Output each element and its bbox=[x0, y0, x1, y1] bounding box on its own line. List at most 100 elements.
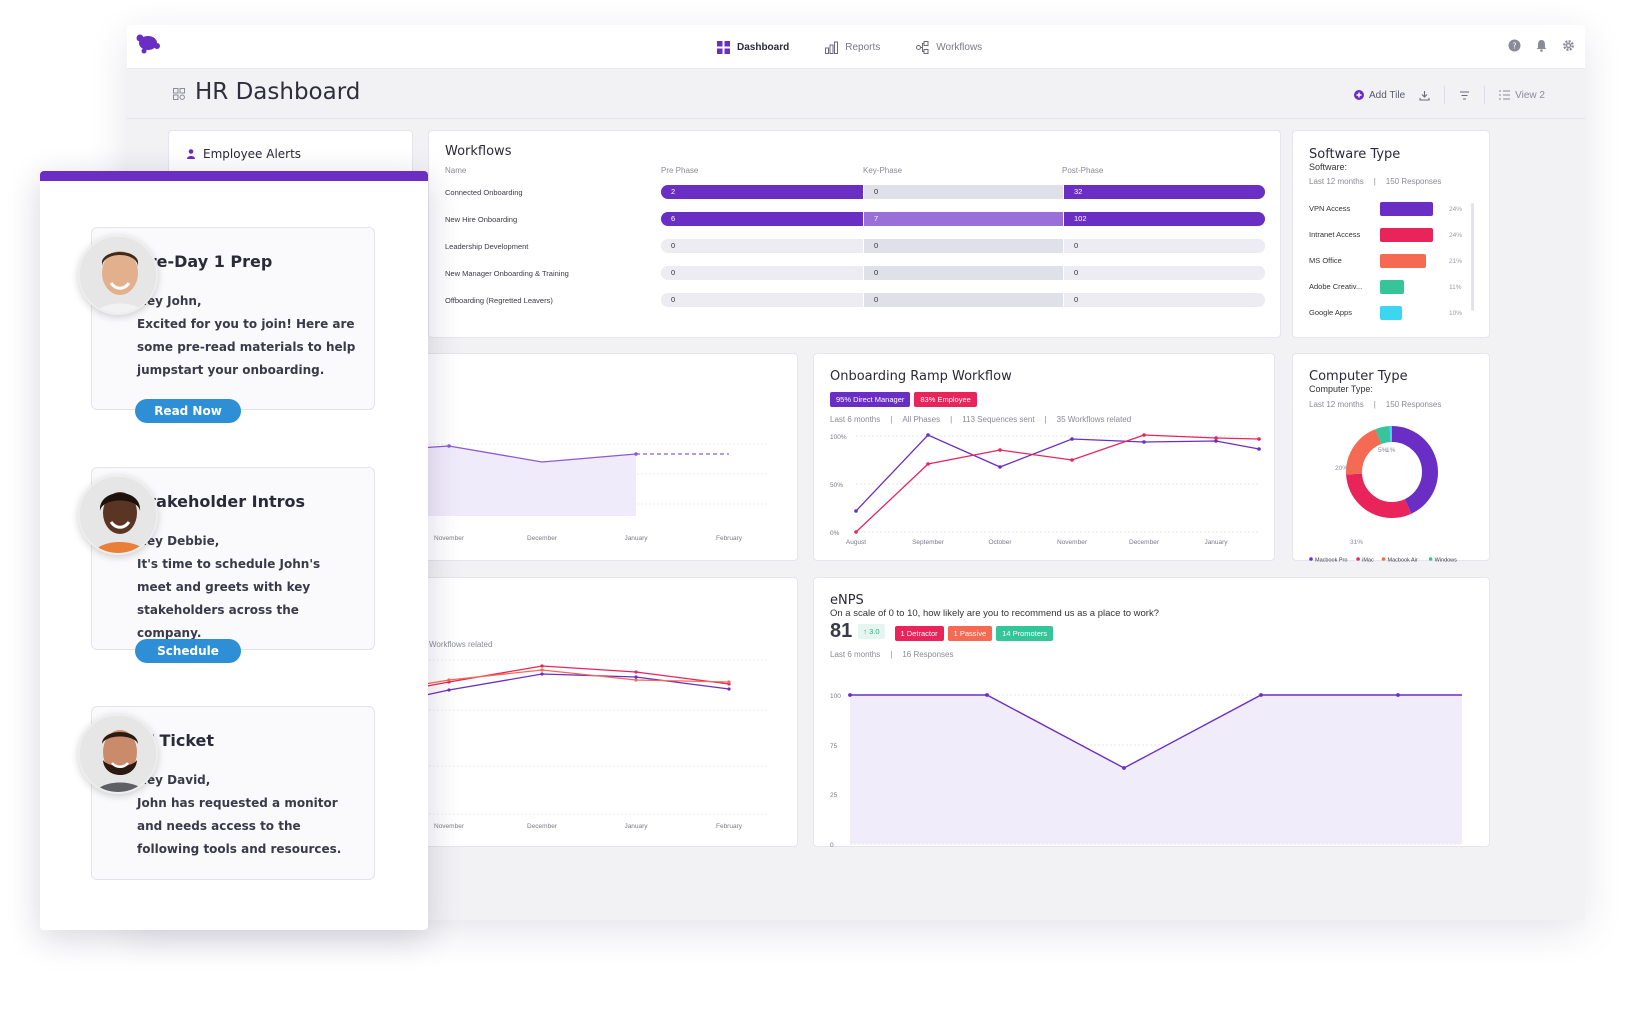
schedule-button[interactable]: Schedule bbox=[135, 639, 241, 663]
bell-icon[interactable] bbox=[1535, 39, 1548, 52]
software-bar bbox=[1380, 306, 1402, 320]
workflow-icon bbox=[916, 40, 929, 54]
hidden-chart-2-meta: Workflows related bbox=[429, 640, 493, 649]
pre-phase-value: 2 bbox=[661, 185, 863, 199]
workflow-name: New Manager Onboarding & Training bbox=[445, 269, 569, 278]
workflow-row[interactable]: New Manager Onboarding & Training 0 0 0 bbox=[445, 266, 1281, 282]
scrollbar[interactable] bbox=[1471, 203, 1474, 311]
x-tick-label: December bbox=[527, 823, 558, 830]
data-point bbox=[926, 433, 930, 437]
filter-icon[interactable] bbox=[1459, 90, 1470, 101]
software-row: MS Office 21% bbox=[1309, 254, 1469, 270]
page-header: HR Dashboard Add Tile View 2 bbox=[127, 69, 1585, 119]
workflow-name: New Hire Onboarding bbox=[445, 215, 518, 224]
help-icon[interactable]: ? bbox=[1508, 39, 1521, 52]
download-icon[interactable] bbox=[1419, 90, 1430, 101]
data-point bbox=[1070, 458, 1074, 462]
workflow-row[interactable]: Connected Onboarding 2 0 32 bbox=[445, 185, 1281, 201]
software-row: Adobe Creativ... 11% bbox=[1309, 280, 1469, 296]
data-point bbox=[540, 664, 544, 668]
series-line-3 bbox=[389, 669, 730, 691]
view-selector[interactable]: View 2 bbox=[1499, 90, 1545, 101]
ramp-meta: Last 6 months | All Phases | 113 Sequences s… bbox=[830, 415, 1131, 424]
data-point bbox=[1122, 766, 1126, 770]
data-point bbox=[447, 688, 451, 692]
svg-text:?: ? bbox=[1512, 42, 1516, 51]
read-now-button[interactable]: Read Now bbox=[135, 399, 241, 423]
post-phase-value: 0 bbox=[1063, 293, 1265, 307]
workflow-row[interactable]: Offboarding (Regretted Leavers) 0 0 0 bbox=[445, 293, 1281, 309]
task-card-stakeholder-intros: Stakeholder Intros Hey Debbie, It's time… bbox=[78, 467, 375, 663]
computer-responses: 150 Responses bbox=[1385, 400, 1442, 409]
x-tick-label: August bbox=[846, 539, 866, 546]
nav-workflows[interactable]: Workflows bbox=[916, 40, 982, 54]
x-tick-label: September bbox=[912, 539, 945, 546]
y-tick-label: 0 bbox=[830, 842, 834, 848]
data-point bbox=[848, 693, 852, 697]
computer-type-title: Computer Type bbox=[1309, 369, 1408, 384]
workflow-row[interactable]: New Hire Onboarding 6 7 102 bbox=[445, 212, 1281, 228]
y-tick-label: 100 bbox=[830, 693, 841, 700]
divider: | bbox=[1044, 415, 1047, 424]
divider: | bbox=[890, 650, 893, 659]
list-icon bbox=[1499, 90, 1511, 100]
badge: 1 Passive bbox=[947, 625, 993, 641]
nav-dashboard[interactable]: Dashboard bbox=[717, 40, 790, 54]
y-tick-label: 0% bbox=[830, 530, 840, 537]
workflows-title: Workflows bbox=[445, 144, 512, 159]
data-point bbox=[540, 668, 544, 672]
x-tick-label: November bbox=[434, 535, 465, 542]
series-line-2 bbox=[389, 665, 730, 694]
data-point bbox=[634, 670, 638, 674]
hidden-chart-1: November December January February bbox=[389, 443, 769, 542]
dashboard-icon bbox=[173, 88, 185, 100]
task-title: Stakeholder Intros bbox=[137, 492, 306, 511]
view-label: View 2 bbox=[1515, 89, 1545, 101]
software-row: Google Apps 10% bbox=[1309, 306, 1469, 322]
nav-reports[interactable]: Reports bbox=[825, 41, 880, 54]
data-point bbox=[1214, 436, 1218, 440]
enps-question: On a scale of 0 to 10, how likely are yo… bbox=[830, 608, 1159, 619]
data-point bbox=[1259, 693, 1263, 697]
computer-type-subtitle: Computer Type: bbox=[1309, 384, 1373, 394]
column-header-pre-phase: Pre Phase bbox=[661, 166, 699, 175]
workflows-card: Workflows Name Pre Phase Key-Phase Post-… bbox=[428, 130, 1281, 338]
x-tick-label: January bbox=[624, 535, 648, 542]
task-text: Hey Debbie, It's time to schedule John's… bbox=[137, 534, 321, 640]
hidden-chart-card-2: Workflows related November December Januar… bbox=[388, 577, 798, 847]
x-tick-label: November bbox=[1057, 539, 1088, 546]
bar-chart-icon bbox=[825, 41, 839, 54]
data-point bbox=[634, 675, 638, 679]
gear-icon[interactable] bbox=[1562, 39, 1575, 52]
task-card-it-ticket: IT Ticket Hey David, John has requested … bbox=[78, 706, 375, 880]
data-point bbox=[854, 530, 858, 534]
software-name: Google Apps bbox=[1309, 308, 1352, 317]
software-type-card: Software Type Software: Last 12 months |… bbox=[1292, 130, 1490, 338]
workflow-row[interactable]: Leadership Development 0 0 0 bbox=[445, 239, 1281, 255]
add-tile-button[interactable]: Add Tile bbox=[1354, 90, 1405, 101]
pre-phase-value: 0 bbox=[661, 239, 863, 253]
data-point bbox=[540, 672, 544, 676]
software-pct: 10% bbox=[1449, 310, 1463, 317]
x-tick-label: January bbox=[1204, 539, 1228, 546]
hidden-chart-card-1: November December January February bbox=[388, 353, 798, 561]
divider: | bbox=[950, 415, 953, 424]
y-tick-label: 100% bbox=[830, 434, 847, 441]
software-name: MS Office bbox=[1309, 256, 1342, 265]
brand-logo[interactable] bbox=[135, 33, 161, 55]
computer-period: Last 12 months bbox=[1309, 400, 1364, 409]
software-period: Last 12 months bbox=[1309, 177, 1364, 186]
ramp-badges: 95% Direct Manager 83% Employee bbox=[830, 389, 981, 407]
avatar-john bbox=[78, 235, 158, 315]
data-point bbox=[1070, 437, 1074, 441]
donut-label: 1% bbox=[1386, 447, 1396, 454]
badge: 1 Detractor bbox=[894, 625, 944, 641]
top-navigation: Dashboard Reports Workflows ? bbox=[127, 25, 1585, 69]
software-name: Adobe Creativ... bbox=[1309, 282, 1363, 291]
nav-dashboard-label: Dashboard bbox=[737, 41, 790, 53]
software-row: Intranet Access 24% bbox=[1309, 228, 1469, 244]
avatar-debbie bbox=[78, 475, 158, 555]
main-nav: Dashboard Reports Workflows bbox=[717, 25, 982, 69]
y-tick-label: 75 bbox=[830, 743, 838, 750]
